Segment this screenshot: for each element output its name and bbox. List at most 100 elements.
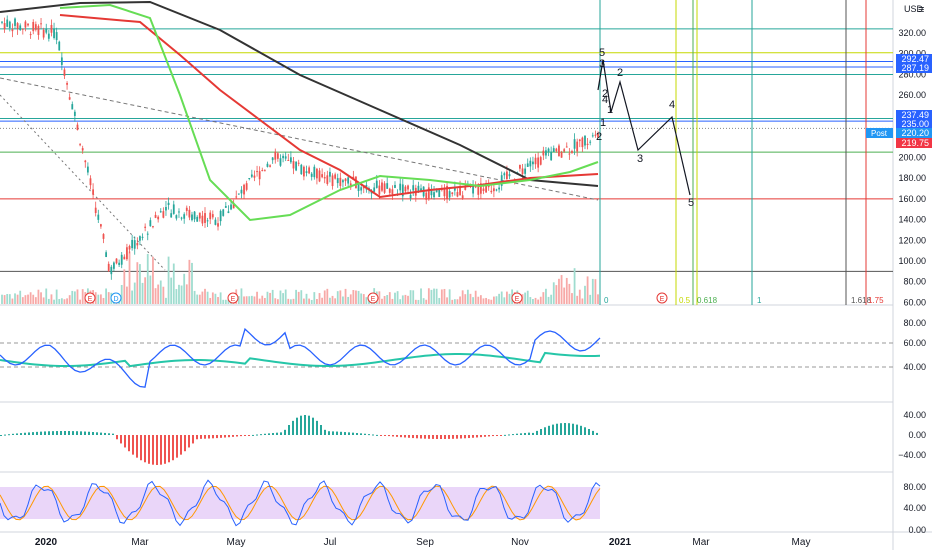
candle-body	[438, 189, 441, 197]
menu-icon[interactable]: ≡	[918, 4, 924, 16]
volume-bar	[141, 282, 144, 304]
volume-bar	[40, 292, 42, 304]
volume-bar	[438, 297, 441, 304]
candle-body	[550, 151, 553, 161]
volume-bar	[245, 296, 248, 304]
candle-body	[224, 206, 227, 208]
macd-bar	[72, 431, 74, 435]
volume-bar	[217, 297, 219, 304]
volume-bar	[589, 294, 592, 304]
candle-body	[11, 29, 14, 32]
macd-bar	[216, 435, 218, 439]
volume-bar	[149, 275, 152, 304]
candle-body	[506, 171, 508, 180]
volume-bar	[165, 297, 167, 304]
macd-bar	[4, 434, 6, 436]
macd-bar	[284, 429, 286, 435]
volume-bar	[381, 298, 383, 304]
candle-body	[86, 166, 89, 173]
candle-body	[126, 247, 128, 260]
macd-bar	[200, 435, 202, 439]
fib-label: 1.618	[851, 296, 872, 305]
volume-bar	[573, 268, 576, 304]
candle-body	[334, 174, 337, 179]
candle-body	[27, 23, 29, 26]
volume-bar	[73, 291, 76, 304]
volume-bar	[178, 284, 180, 304]
price-label: 235.00	[901, 119, 929, 129]
candle-body	[573, 139, 576, 149]
price-tick: 140.00	[898, 215, 926, 225]
volume-bar	[76, 289, 79, 304]
macd-bar	[540, 429, 542, 435]
macd-bar	[368, 434, 370, 436]
volume-bar	[263, 297, 266, 304]
candlesticks	[1, 15, 599, 280]
macd-bar	[260, 434, 262, 436]
candle-body	[597, 133, 599, 138]
candle-body	[245, 183, 248, 190]
candle-body	[263, 170, 266, 172]
macd-bar	[144, 435, 146, 463]
candle-body	[308, 167, 311, 174]
candle-body	[196, 216, 199, 222]
candle-body	[534, 157, 537, 165]
macd-bar	[596, 432, 598, 435]
macd-bar	[576, 424, 578, 435]
volume-bar	[206, 291, 209, 304]
macd-bar	[500, 435, 502, 436]
macd-bar	[568, 423, 570, 435]
macd-bar	[156, 435, 158, 465]
candle-body	[180, 217, 183, 219]
candle-body	[73, 111, 76, 116]
volume-bar	[594, 279, 597, 304]
fib-label: 0.5	[679, 296, 691, 305]
volume-bar	[37, 289, 40, 304]
price-tick: 280.00	[898, 69, 926, 79]
volume-bar	[404, 294, 407, 304]
macd-bar	[344, 432, 346, 435]
macd-bar	[60, 431, 62, 435]
candle-body	[565, 146, 568, 148]
macd-bar	[80, 431, 82, 435]
volume-bar	[276, 299, 279, 304]
candle-body	[589, 141, 592, 143]
macd-bar	[56, 431, 58, 435]
candle-body	[185, 207, 188, 211]
volume-bar	[282, 293, 284, 304]
volume-bar	[128, 251, 131, 304]
volume-bar	[318, 293, 321, 304]
volume-bar	[152, 256, 154, 304]
volume-bar	[500, 291, 503, 304]
price-label: 237.49	[901, 110, 929, 120]
macd-bar	[408, 435, 410, 438]
macd-bar	[304, 415, 306, 435]
candle-body	[500, 175, 503, 186]
macd-bar	[528, 432, 530, 435]
macd-bar	[356, 432, 358, 435]
candle-body	[555, 148, 558, 152]
candle-body	[329, 171, 331, 177]
rsi-tick: 80.00	[903, 318, 926, 328]
volume-bar	[274, 298, 277, 304]
fib-label: 0.618	[697, 296, 718, 305]
candle-body	[214, 219, 217, 225]
macd-bar	[40, 431, 42, 435]
candle-body	[576, 141, 579, 152]
volume-bar	[563, 287, 566, 304]
volume-bar	[469, 293, 472, 304]
macd-bar	[288, 425, 290, 435]
candle-body	[391, 189, 394, 195]
candle-body	[519, 164, 521, 169]
volume-bar	[201, 291, 204, 304]
volume-bar	[292, 298, 295, 304]
candle-body	[198, 212, 201, 219]
volume-bar	[383, 296, 386, 304]
candle-body	[456, 192, 459, 197]
candle-body	[14, 18, 16, 26]
wave-label: 2	[596, 131, 602, 143]
macd-bar	[504, 434, 506, 436]
macd-bar	[428, 435, 430, 439]
price-label: 219.75	[901, 138, 929, 148]
